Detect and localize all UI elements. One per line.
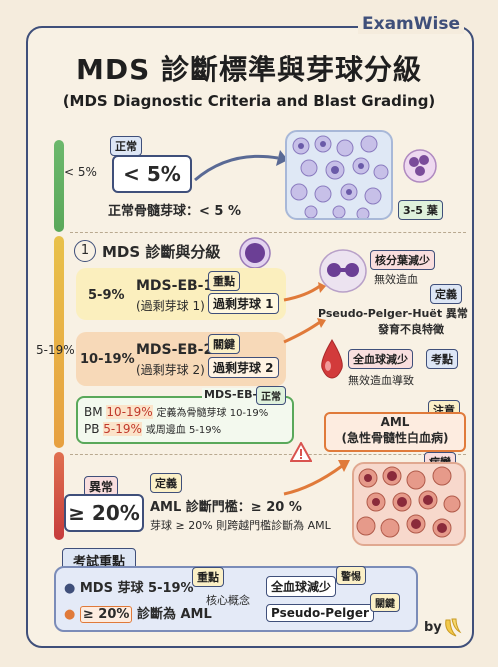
right1-line1: 無效造血 [374, 273, 418, 286]
warning-icon [290, 442, 312, 462]
pb-value: 5-19% [103, 422, 142, 436]
callout-bm-row: BM 10-19% 定義為骨髓芽球 10-19% [84, 404, 268, 419]
callout-title: MDS-EB-2 [202, 388, 267, 401]
arrow-to-normal-cells [194, 150, 288, 182]
page-title: MDS 診斷標準與芽球分級 [75, 53, 423, 86]
aml-value-box: ≥ 20% [64, 494, 144, 532]
eb1-sub: (過剩芽球 1) [136, 299, 205, 313]
bm-label: BM [84, 405, 103, 419]
page-subtitle: (MDS Diagnostic Criteria and Blast Gradi… [62, 92, 436, 110]
right1-line2: Pseudo-Pelger-Huët 異常 [318, 307, 468, 320]
pb-text: 或周邊血 5-19% [145, 425, 222, 436]
eb2-name: MDS-EB-2 [136, 342, 214, 358]
exam-item1-tag: 重點 [192, 567, 224, 587]
right2-tag: 全血球減少 [348, 349, 413, 369]
scale-aml [54, 452, 64, 540]
eb2-tag: 關鍵 [208, 334, 240, 354]
normal-desc: 正常骨髓芽球：< 5 % [108, 204, 242, 219]
right1-tag: 核分葉減少 [370, 250, 435, 270]
exam-item2-value: ≥ 20% [79, 606, 133, 623]
exam-box2: Pseudo-Pelger [266, 604, 374, 622]
exam-item1: ● MDS 芽球 5-19% [64, 581, 194, 596]
section-number-badge: 1 [74, 240, 96, 262]
aml-threshold: AML 診斷門檻：≥ 20 % [150, 500, 302, 515]
arrow-to-aml-cells [283, 460, 350, 496]
bm-text: 定義為骨髓芽球 10-19% [156, 408, 269, 419]
eb2-box: 過剩芽球 2 [208, 357, 279, 378]
bm-value: 10-19% [106, 405, 153, 419]
neutrophil-icon [403, 149, 437, 183]
definition-tag: 定義 [150, 473, 182, 493]
aml-threshold-desc: 芽球 ≥ 20% 則跨越門檻診斷為 AML [150, 519, 331, 532]
exam-box2-tag: 關鍵 [370, 593, 400, 612]
lobes-tag: 3-5 葉 [398, 200, 443, 220]
blood-drop-icon [321, 339, 343, 379]
scale-normal [54, 140, 64, 232]
eb1-tag: 重點 [208, 271, 240, 291]
right2-tag2: 考點 [426, 349, 458, 369]
eb2-sub: (過剩芽球 2) [136, 363, 205, 377]
eb2-pct: 10-19% [80, 352, 135, 367]
right2-line1: 無效造血導致 [348, 374, 414, 387]
normal-marrow-image [285, 130, 393, 221]
arrows-to-findings [283, 282, 326, 344]
normal-range-label: < 5% [64, 165, 97, 179]
mds-range-label: 5-19% [36, 343, 75, 357]
blast-cell-icon [239, 237, 271, 269]
core-concept-label: 核心概念 [206, 594, 250, 607]
banana-icon [445, 618, 462, 637]
aml-full: (急性骨髓性白血病) [341, 431, 449, 445]
eb1-box: 過剩芽球 1 [208, 293, 279, 314]
divider-1 [70, 232, 466, 233]
pelger-cell-icon [319, 249, 367, 293]
mds-section-title: MDS 診斷與分級 [102, 243, 221, 261]
normal-tag: 正常 [110, 136, 142, 156]
aml-name: AML [380, 415, 410, 429]
pb-label: PB [84, 422, 100, 436]
exam-box1: 全血球減少 [266, 576, 337, 597]
byline: by [424, 620, 442, 635]
aml-box: AML (急性骨髓性白血病) [324, 412, 466, 452]
right1-line3: 發育不良特徵 [378, 323, 444, 336]
callout-tag: 正常 [256, 386, 286, 405]
exam-box1-tag: 警惕 [336, 566, 366, 585]
scale-mds [54, 236, 64, 448]
callout-pb-row: PB 5-19% 或周邊血 5-19% [84, 421, 221, 436]
brand-logo: ExamWise [358, 14, 464, 34]
exam-item2: ● ≥ 20% 診斷為 AML [64, 606, 212, 623]
exam-item2-text: 診斷為 AML [136, 607, 212, 622]
aml-marrow-image [352, 462, 466, 546]
divider-2 [70, 454, 466, 455]
eb1-name: MDS-EB-1 [136, 278, 214, 294]
right1-tag2: 定義 [430, 284, 462, 304]
exam-item1-text: MDS 芽球 5-19% [79, 581, 194, 596]
eb1-pct: 5-9% [88, 288, 125, 303]
normal-value-box: < 5% [112, 155, 192, 193]
